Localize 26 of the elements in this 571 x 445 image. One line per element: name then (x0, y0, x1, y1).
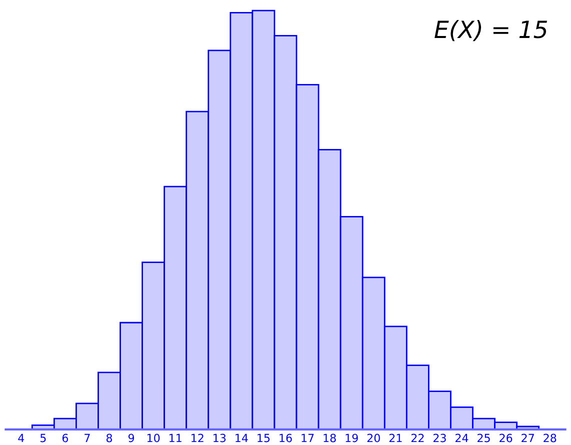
x-tick-label: 15 (258, 434, 270, 442)
x-tick-label: 11 (169, 434, 182, 442)
x-tick-label: 14 (236, 434, 248, 442)
x-tick-label: 4 (18, 434, 24, 442)
x-tick-label: 28 (544, 434, 556, 442)
x-tick-label: 5 (40, 434, 46, 442)
x-tick-label: 12 (192, 434, 204, 442)
x-tick-label: 8 (106, 434, 112, 442)
x-tick-label: 20 (367, 434, 380, 442)
x-tick-label: 16 (280, 434, 292, 442)
x-tick-label: 22 (411, 434, 424, 442)
x-tick-label: 10 (147, 434, 160, 442)
x-tick-label: 27 (522, 434, 534, 442)
x-tick-label: 13 (214, 434, 226, 442)
x-tick-label: 23 (433, 434, 446, 442)
x-tick-label: 17 (302, 434, 314, 442)
x-tick-label: 19 (346, 434, 358, 442)
x-tick-label: 7 (84, 434, 90, 442)
x-tick-label: 18 (324, 434, 336, 442)
x-tick-label: 26 (500, 434, 512, 442)
x-tick-label: 21 (389, 434, 402, 442)
x-tick-label: 25 (478, 434, 490, 442)
x-tick-label: 9 (128, 434, 134, 442)
annotation: E(X) = 15 (434, 20, 548, 42)
x-tick-label: 24 (455, 434, 468, 442)
x-tick-label: 6 (62, 434, 68, 442)
